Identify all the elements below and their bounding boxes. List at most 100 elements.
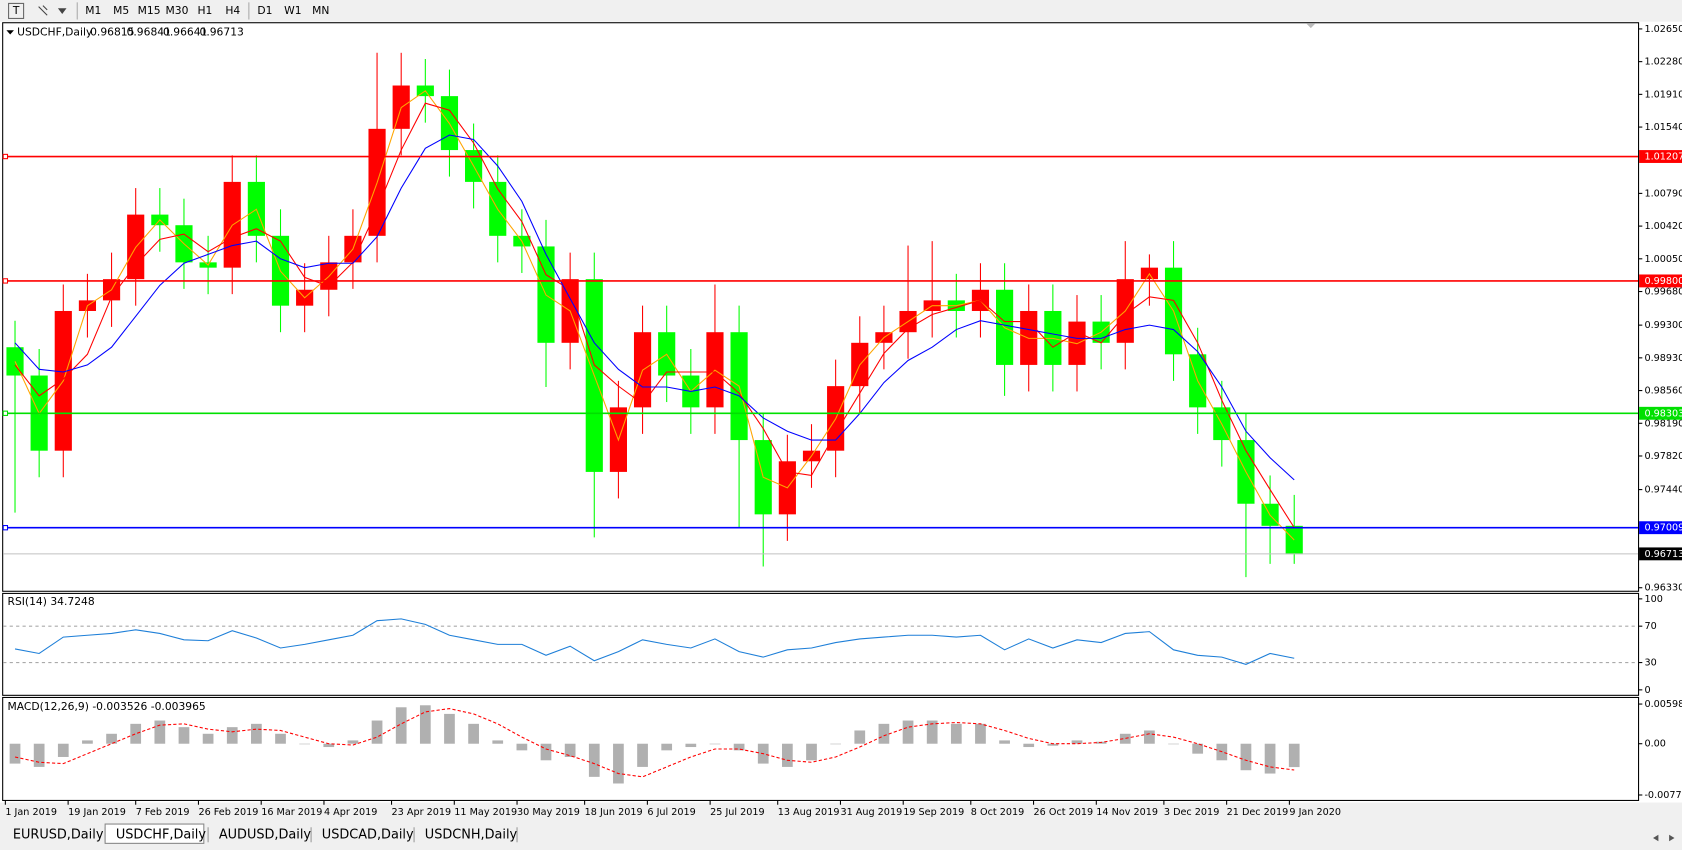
timeframe-button[interactable]: W1 <box>284 4 301 17</box>
shift-marker <box>1306 23 1316 29</box>
macd-bar <box>661 743 673 751</box>
y-tick-label: 0.99300 <box>1644 320 1682 331</box>
tab-scroll-arrows[interactable] <box>1653 834 1675 842</box>
x-tick-label: 18 Jun 2019 <box>585 807 643 818</box>
x-tick-label: 31 Aug 2019 <box>840 807 902 818</box>
y-tick-label: 1.00790 <box>1644 188 1682 199</box>
tab-group: EURUSD,Daily USDCHF,Daily AUDUSD,Daily USDC… <box>13 823 518 844</box>
level-handle[interactable] <box>2 410 9 416</box>
timeframe-button[interactable]: M5 <box>113 4 129 17</box>
macd-bar <box>371 720 383 744</box>
macd-bar <box>1071 740 1083 744</box>
main-panel <box>2 22 1640 592</box>
x-tick-label: 13 Aug 2019 <box>778 807 840 818</box>
timeframe-button[interactable]: D1 <box>257 4 272 17</box>
macd-bar <box>154 720 166 744</box>
open-value: 0.96815 <box>90 25 134 38</box>
macd-panel <box>2 696 1640 801</box>
chart-tab[interactable]: USDCHF,Daily <box>116 827 207 842</box>
low-value: 0.96641 <box>163 25 207 38</box>
y-tick-label: 0.00 <box>1644 739 1665 750</box>
timeframe-button[interactable]: M1 <box>85 4 101 17</box>
chart-tab[interactable]: USDCNH,Daily <box>425 827 518 842</box>
macd-signal <box>14 708 1295 778</box>
macd-bar <box>106 733 117 744</box>
level-price-box <box>1639 150 1682 163</box>
macd-bar <box>1168 743 1179 745</box>
y-tick-label: 1.00420 <box>1644 221 1682 232</box>
x-tick-label: 1 Jan 2019 <box>5 807 57 818</box>
macd-bar <box>395 707 407 744</box>
x-tick-label: 19 Jan 2019 <box>68 807 126 818</box>
y-tick-label: 0.96330 <box>1644 583 1682 594</box>
chart-tab[interactable]: EURUSD,Daily <box>13 827 104 842</box>
macd-bar <box>419 705 431 744</box>
macd-bar <box>588 743 600 777</box>
macd-bar <box>33 743 45 767</box>
macd-bar <box>564 743 576 757</box>
macd-bar <box>878 723 890 744</box>
y-tick-label: 0 <box>1644 685 1650 696</box>
macd-bar <box>782 743 793 767</box>
objects-icon[interactable] <box>38 5 67 16</box>
macd-bar <box>9 743 21 764</box>
macd-bar <box>492 740 504 744</box>
macd-bar <box>637 743 648 767</box>
macd-bar <box>1047 743 1059 746</box>
level-handle[interactable] <box>2 525 9 531</box>
macd-bar <box>275 733 286 744</box>
timeframe-button[interactable]: M15 <box>138 4 161 17</box>
rsi-panel <box>2 592 1640 696</box>
y-tick-label: 100 <box>1644 594 1662 605</box>
macd-bar <box>709 743 721 745</box>
macd-bar <box>251 723 262 744</box>
y-tick-label: 1.01910 <box>1644 89 1682 100</box>
level-handle[interactable] <box>2 278 9 284</box>
macd-bar <box>1119 733 1131 744</box>
x-tick-label: 30 May 2019 <box>517 807 580 818</box>
x-tick-label: 19 Sep 2019 <box>903 807 964 818</box>
level-price-box <box>1639 406 1682 420</box>
macd-bar <box>1192 743 1204 754</box>
level-price-label: 0.99800 <box>1644 276 1682 287</box>
y-tick-label: 30 <box>1644 658 1656 669</box>
x-tick-label: 14 Nov 2019 <box>1096 807 1158 818</box>
current-price-label: 0.96713 <box>1644 549 1682 560</box>
y-tick-label: 0.99680 <box>1644 287 1682 298</box>
chart-tab[interactable]: AUDUSD,Daily <box>219 827 312 842</box>
level-price-box <box>1639 274 1682 288</box>
macd-title: MACD(12,26,9) -0.003526 -0.003965 <box>8 700 206 713</box>
chart-tab[interactable]: USDCAD,Daily <box>322 827 414 842</box>
x-tick-label: 11 May 2019 <box>454 807 517 818</box>
toolbar <box>0 0 1682 22</box>
collapse-triangle[interactable] <box>6 30 14 35</box>
timeframe-button[interactable]: H4 <box>225 4 240 17</box>
text-tool-glyph: T <box>12 4 20 17</box>
high-value: 0.96841 <box>127 25 171 38</box>
moving-average <box>14 102 1295 528</box>
current-price-box <box>1639 547 1682 561</box>
y-tick-label: 1.02280 <box>1644 57 1682 68</box>
macd-bar <box>1144 730 1155 744</box>
macd-bar <box>178 727 190 744</box>
x-tick-label: 21 Dec 2019 <box>1227 807 1289 818</box>
macd-bar <box>516 743 528 751</box>
x-tick-label: 26 Feb 2019 <box>198 807 258 818</box>
level-handle[interactable] <box>2 153 9 160</box>
moving-average <box>14 134 1295 481</box>
level-price-label: 0.98303 <box>1644 408 1682 419</box>
y-tick-label: 0.97440 <box>1644 485 1682 496</box>
x-tick-label: 6 Jul 2019 <box>647 807 695 818</box>
text-tool-icon[interactable] <box>8 2 25 19</box>
timeframe-button[interactable]: H1 <box>197 4 212 17</box>
y-tick-label: 0.98190 <box>1644 418 1682 429</box>
timeframe-group: M1 M5 M15 M30 H1 H4 D1 W1 MN <box>85 2 329 20</box>
timeframe-button[interactable]: MN <box>312 4 329 17</box>
macd-bar <box>926 720 938 744</box>
timeframe-button[interactable]: M30 <box>166 4 189 17</box>
macd-bar <box>299 743 311 745</box>
macd-bar <box>444 713 455 744</box>
x-tick-label: 26 Oct 2019 <box>1034 807 1094 818</box>
x-tick-label: 25 Jul 2019 <box>710 807 765 818</box>
